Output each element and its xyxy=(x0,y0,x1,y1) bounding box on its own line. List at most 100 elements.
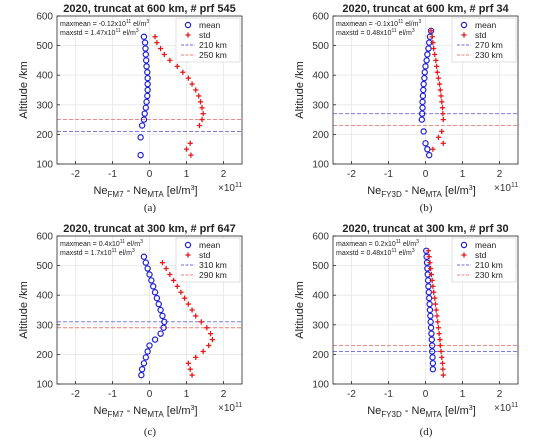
legend-entry: 290 km xyxy=(199,270,227,280)
std-point xyxy=(437,342,443,349)
y-axis-label: Altitude /km xyxy=(294,281,306,338)
x-axis-label: NeFM7 - NeMTA [el/m3] xyxy=(93,185,197,199)
std-point xyxy=(199,117,205,123)
std-point xyxy=(439,99,445,105)
std-point xyxy=(185,75,191,81)
mean-point xyxy=(137,134,144,141)
std-point xyxy=(426,254,432,260)
x-tick-label: 0 xyxy=(147,169,153,180)
legend-marker-mean xyxy=(460,241,468,249)
std-point xyxy=(207,331,214,337)
std-point xyxy=(167,271,173,278)
y-tick-label: 300 xyxy=(312,320,329,331)
mean-point xyxy=(426,294,433,302)
panel-caption: (b) xyxy=(420,202,433,214)
std-point xyxy=(209,337,215,343)
y-tick-label: 200 xyxy=(36,130,53,141)
std-point xyxy=(434,69,440,75)
x-tick-label: 1 xyxy=(460,389,466,400)
std-point xyxy=(432,301,439,307)
std-point xyxy=(439,354,445,360)
std-point xyxy=(158,45,164,52)
std-point xyxy=(206,342,212,349)
std-point xyxy=(180,69,186,75)
std-point xyxy=(188,152,194,158)
mean-point xyxy=(141,110,148,117)
legend-entry: mean xyxy=(199,20,221,30)
mean-point xyxy=(160,324,167,331)
stats-annotation-2: maxstd = 0.48x1011 el/m3 xyxy=(336,248,415,257)
std-point xyxy=(440,372,446,378)
mean-point xyxy=(427,312,434,320)
y-axis-label: Altitude /km xyxy=(18,61,30,118)
series-std xyxy=(159,260,215,378)
panel-title: 2020, truncat at 300 km, # prf 647 xyxy=(63,223,235,235)
series-mean xyxy=(423,247,437,373)
mean-point xyxy=(419,98,426,106)
std-point xyxy=(437,337,443,343)
x-tick-label: 1 xyxy=(184,389,190,400)
mean-point xyxy=(144,348,151,355)
stats-annotation-1: maxmean = -0.12x1011 el/m3 xyxy=(60,19,149,28)
std-point xyxy=(204,325,210,331)
std-point xyxy=(428,271,435,278)
mean-point xyxy=(421,74,428,82)
std-point xyxy=(431,289,437,295)
y-tick-label: 100 xyxy=(312,380,329,391)
std-point xyxy=(189,81,195,87)
std-point xyxy=(196,122,203,129)
mean-point xyxy=(421,69,428,76)
mean-point xyxy=(149,283,157,290)
y-tick-label: 200 xyxy=(312,350,329,361)
panel-caption: (a) xyxy=(144,202,157,214)
std-point xyxy=(437,87,443,93)
mean-point xyxy=(422,140,429,147)
x-multiplier: ×1011 xyxy=(218,402,242,414)
panel-title: 2020, truncat at 600 km, # prf 34 xyxy=(342,3,509,15)
y-tick-label: 600 xyxy=(36,232,53,243)
std-point xyxy=(187,140,193,146)
mean-point xyxy=(428,342,436,349)
std-point xyxy=(428,265,434,272)
std-point xyxy=(440,366,446,372)
std-point xyxy=(435,319,441,325)
mean-point xyxy=(418,116,425,123)
std-point xyxy=(425,248,432,254)
std-point xyxy=(440,140,446,146)
std-point xyxy=(161,51,167,58)
series-mean xyxy=(137,33,151,159)
stats-annotation-2: maxstd = 1.47x1011 el/m3 xyxy=(60,28,139,37)
series-std xyxy=(428,28,446,152)
mean-point xyxy=(426,306,434,314)
std-point xyxy=(434,313,440,319)
std-point xyxy=(434,63,440,69)
std-point xyxy=(429,277,435,283)
std-point xyxy=(440,111,446,117)
y-axis-label: Altitude /km xyxy=(18,281,30,338)
y-tick-label: 300 xyxy=(36,100,53,111)
mean-point xyxy=(142,259,149,266)
mean-point xyxy=(429,360,437,367)
std-point xyxy=(154,40,160,46)
legend-entry: 210 km xyxy=(475,260,503,270)
y-tick-label: 600 xyxy=(312,232,329,243)
mean-point xyxy=(427,324,435,331)
legend-entry: std xyxy=(475,30,487,40)
x-tick-label: -1 xyxy=(384,169,393,180)
x-tick-label: -1 xyxy=(108,389,117,400)
panel-title: 2020, truncat at 600 km, # prf 545 xyxy=(63,3,235,15)
legend-entry: 270 km xyxy=(475,40,503,50)
legend-marker-mean xyxy=(184,241,192,249)
std-point xyxy=(198,319,204,325)
mean-point xyxy=(155,300,162,308)
mean-point xyxy=(418,110,426,117)
std-point xyxy=(430,283,436,289)
mean-point xyxy=(142,104,149,111)
mean-point xyxy=(424,51,431,58)
y-tick-label: 100 xyxy=(36,160,53,171)
x-tick-label: -2 xyxy=(71,389,80,400)
mean-point xyxy=(142,51,149,58)
std-point xyxy=(433,57,439,63)
